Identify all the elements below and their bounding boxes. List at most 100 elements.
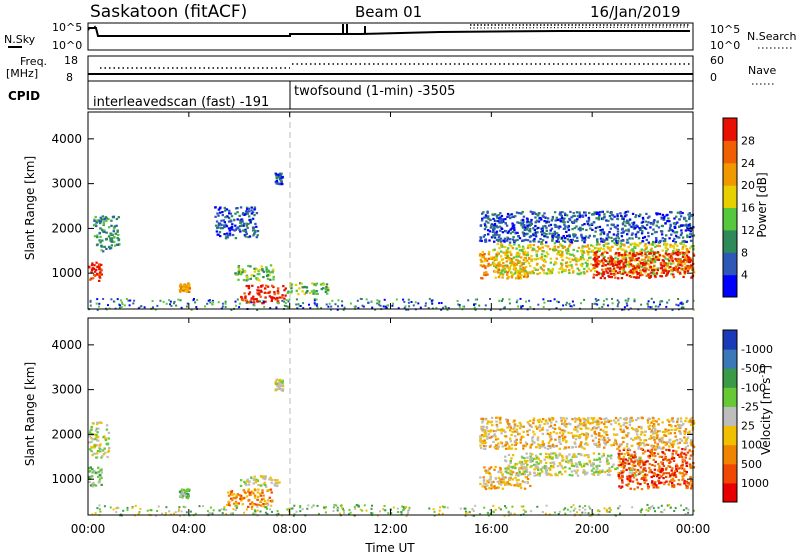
power-echo-cell (581, 228, 584, 231)
power-echo-cell (659, 267, 663, 270)
power-echo-cell (231, 233, 235, 237)
power-echo-cell (639, 269, 642, 272)
power-echo-cell (242, 279, 246, 282)
power-echo-cell (386, 304, 389, 307)
velocity-echo-cell (252, 503, 255, 506)
velocity-echo-cell (580, 427, 583, 431)
velocity-echo-cell (88, 469, 92, 473)
power-echo-cell (574, 257, 577, 260)
power-echo-cell (110, 240, 114, 243)
power-echo-cell (583, 251, 586, 254)
velocity-echo-cell (506, 419, 509, 422)
power-echo-cell (498, 300, 501, 303)
velocity-echo-cell (573, 428, 576, 431)
velocity-echo-cell (620, 452, 623, 455)
power-echo-cell (596, 303, 599, 306)
power-echo-cell (672, 247, 676, 250)
velocity-echo-cell (526, 459, 529, 463)
power-echo-cell (276, 298, 279, 301)
power-echo-cell (268, 295, 272, 298)
velocity-echo-cell (612, 463, 615, 466)
power-echo-cell (326, 289, 329, 292)
velocity-echo-cell (481, 485, 484, 488)
power-echo-cell (502, 218, 505, 221)
velocity-echo-cell (520, 425, 523, 428)
power-echo-cell (624, 271, 627, 274)
power-echo-cell (689, 230, 692, 233)
power-echo-cell (625, 302, 628, 305)
power-echo-cell (582, 250, 585, 253)
power-echo-cell (516, 252, 520, 255)
velocity-echo-cell (622, 466, 626, 469)
power-echo-cell (169, 303, 172, 306)
power-echo-cell (428, 297, 431, 300)
power-echo-cell (638, 264, 641, 267)
power-echo-cell (686, 234, 689, 237)
power-echo-cell (512, 263, 516, 266)
velocity-echo-cell (653, 468, 657, 471)
power-echo-cell (610, 260, 614, 263)
power-echo-cell (506, 239, 509, 242)
power-echo-cell (181, 287, 185, 290)
velocity-echo-cell (586, 435, 589, 438)
power-echo-cell (236, 227, 239, 230)
power-echo-cell (679, 215, 683, 218)
power-echo-cell (248, 218, 251, 222)
power-echo-cell (492, 249, 495, 252)
power-echo-cell (666, 213, 669, 216)
power-echo-cell (599, 276, 603, 280)
velocity-echo-cell (660, 481, 663, 484)
power-echo-cell (225, 208, 229, 211)
power-echo-cell (647, 231, 650, 234)
power-echo-cell (644, 256, 647, 259)
velocity-echo-cell (614, 438, 617, 441)
velocity-echo-cell (600, 434, 604, 438)
velocity-echo-cell (545, 461, 548, 464)
power-echo-cell (634, 233, 638, 236)
velocity-echo-cell (634, 474, 637, 477)
power-echo-cell (649, 249, 653, 252)
power-echo-cell (518, 253, 521, 256)
power-echo-cell (520, 219, 523, 222)
power-echo-cell (551, 232, 554, 235)
power-echo-cell (688, 215, 691, 218)
power-echo-cell (655, 251, 658, 254)
power-echo-cell (613, 242, 616, 245)
power-echo-cell (217, 208, 221, 211)
velocity-echo-cell (253, 496, 257, 499)
velocity-echo-cell (650, 475, 653, 479)
velocity-echo-cell (509, 461, 512, 464)
power-echo-cell (103, 229, 106, 232)
velocity-echo-cell (636, 433, 639, 436)
velocity-echo-cell (91, 483, 94, 486)
velocity-echo-cell (572, 504, 575, 507)
power-echo-cell (518, 275, 522, 279)
power-echo-cell (681, 236, 685, 239)
velocity-echo-cell (563, 420, 567, 423)
velocity-echo-cell (515, 472, 518, 475)
velocity-echo-cell (602, 429, 605, 432)
power-echo-cell (484, 266, 487, 270)
velocity-echo-cell (607, 420, 611, 423)
velocity-echo-cell (100, 469, 103, 472)
power-echo-cell (652, 220, 656, 223)
power-echo-cell (105, 231, 108, 234)
cpid-segment-1: interleavedscan (fast) -191 (93, 95, 269, 110)
power-echo-cell (412, 304, 415, 307)
power-echo-cell (667, 266, 671, 269)
power-echo-cell (578, 211, 581, 214)
velocity-echo-cell (88, 475, 91, 479)
velocity-echo-cell (235, 506, 238, 509)
power-echo-cell (280, 176, 283, 179)
velocity-echo-cell (538, 474, 541, 477)
power-echo-cell (636, 258, 639, 261)
velocity-echo-cell (510, 466, 513, 469)
power-echo-cell (96, 243, 99, 246)
power-echo-cell (242, 222, 246, 225)
velocity-echo-cell (648, 427, 651, 430)
power-echo-cell (542, 250, 545, 253)
velocity-echo-cell (590, 434, 594, 437)
velocity-echo-cell (484, 487, 488, 491)
velocity-echo-cell (548, 425, 551, 428)
power-echo-cell (241, 268, 244, 271)
